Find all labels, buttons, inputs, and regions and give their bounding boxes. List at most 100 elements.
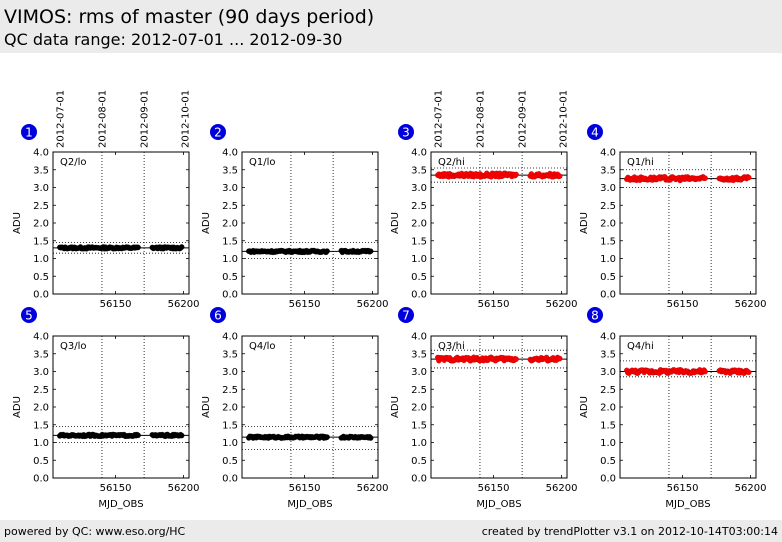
page-footer: powered by QC: www.eso.org/HC created by… <box>0 520 782 542</box>
panel-number-badge <box>210 124 226 140</box>
y-tick-label: 2.0 <box>33 219 49 230</box>
y-axis-label: ADU <box>12 212 23 234</box>
date-tick-label: 2012-09-01 <box>518 90 529 148</box>
x-tick-label: 56200 <box>357 483 389 494</box>
y-axis-label: ADU <box>201 396 212 418</box>
x-tick-label: 56150 <box>667 483 699 494</box>
plot-panel-4: 0.0 0.5 1.0 1.5 2.0 2.5 3.0 3.5 4.0 56150 56200 ADU… <box>579 124 766 310</box>
x-tick-label: 56200 <box>546 299 578 310</box>
data-point <box>556 173 563 179</box>
x-tick-label: 56150 <box>478 299 510 310</box>
data-point <box>367 248 374 254</box>
y-tick-label: 4.0 <box>411 148 427 159</box>
date-tick-label: 2012-10-01 <box>558 90 569 148</box>
panel-number-badge <box>21 124 37 140</box>
y-tick-label: 4.0 <box>600 332 616 343</box>
x-tick-label: 56200 <box>168 299 200 310</box>
x-tick-label: 56150 <box>289 299 321 310</box>
data-point <box>135 244 141 251</box>
y-tick-label: 0.5 <box>411 456 427 467</box>
qc-data-range: QC data range: 2012-07-01 ... 2012-09-30 <box>4 30 343 49</box>
x-axis-label: MJD_OBS <box>98 499 143 510</box>
data-point <box>513 356 519 362</box>
y-tick-label: 1.5 <box>222 236 238 247</box>
panel-number-badge <box>21 307 37 323</box>
y-tick-label: 0.5 <box>222 456 238 467</box>
data-point <box>556 355 563 362</box>
y-tick-label: 2.0 <box>33 403 49 414</box>
panel-number: 8 <box>591 309 599 323</box>
y-tick-label: 3.5 <box>600 349 616 360</box>
y-tick-label: 2.0 <box>411 403 427 414</box>
y-tick-label: 0.0 <box>600 290 616 301</box>
y-axis-label: ADU <box>390 212 401 234</box>
x-tick-label: 56200 <box>735 483 767 494</box>
y-tick-label: 3.0 <box>33 183 49 194</box>
y-tick-label: 1.0 <box>33 438 49 449</box>
x-tick-label: 56150 <box>100 299 132 310</box>
data-point <box>324 248 330 254</box>
y-tick-label: 1.0 <box>33 254 49 265</box>
page-header: VIMOS: rms of master (90 days period) QC… <box>0 0 782 53</box>
y-tick-label: 1.0 <box>600 438 616 449</box>
date-tick-label: 2012-07-01 <box>55 90 66 148</box>
y-axis-label: ADU <box>579 212 590 234</box>
x-tick-label: 56150 <box>478 483 510 494</box>
plot-frame <box>241 335 379 479</box>
y-tick-label: 3.0 <box>222 183 238 194</box>
y-axis-label: ADU <box>12 396 23 418</box>
x-tick-label: 56200 <box>168 483 200 494</box>
data-point <box>702 175 708 181</box>
y-tick-label: 3.5 <box>33 349 49 360</box>
y-tick-label: 3.0 <box>33 367 49 378</box>
y-tick-label: 1.0 <box>222 438 238 449</box>
plot-panel-6: 0.0 0.5 1.0 1.5 2.0 2.5 3.0 3.5 4.0 56150 56200 ADU… <box>201 307 388 510</box>
plot-frame <box>241 151 379 295</box>
y-tick-label: 1.5 <box>411 420 427 431</box>
y-tick-label: 2.0 <box>411 219 427 230</box>
panel-number-badge <box>587 124 603 140</box>
plot-frame <box>52 335 190 479</box>
date-tick-label: 2012-09-01 <box>140 90 151 148</box>
series-label: Q1/lo <box>249 157 276 168</box>
y-tick-label: 3.0 <box>411 183 427 194</box>
x-tick-label: 56150 <box>289 483 321 494</box>
y-tick-label: 4.0 <box>33 148 49 159</box>
series-label: Q2/hi <box>438 157 465 168</box>
y-tick-label: 3.5 <box>600 165 616 176</box>
y-tick-label: 0.0 <box>222 474 238 485</box>
data-point <box>135 432 141 439</box>
x-axis-label: MJD_OBS <box>287 499 332 510</box>
x-tick-label: 56200 <box>735 299 767 310</box>
y-tick-label: 2.0 <box>600 219 616 230</box>
data-point <box>178 432 185 439</box>
y-tick-label: 3.0 <box>411 367 427 378</box>
y-tick-label: 3.5 <box>411 349 427 360</box>
y-tick-label: 0.5 <box>33 456 49 467</box>
y-tick-label: 2.0 <box>222 219 238 230</box>
y-tick-label: 1.0 <box>411 254 427 265</box>
panel-number-badge <box>587 307 603 323</box>
x-axis-label: MJD_OBS <box>476 499 521 510</box>
y-tick-label: 0.0 <box>600 474 616 485</box>
series-label: Q1/hi <box>627 157 654 168</box>
data-point <box>367 435 374 441</box>
y-tick-label: 4.0 <box>222 332 238 343</box>
panel-number: 4 <box>591 126 599 140</box>
panel-number: 1 <box>25 126 33 140</box>
panel-number: 3 <box>402 126 410 140</box>
panel-number: 2 <box>214 126 222 140</box>
y-tick-label: 3.5 <box>33 165 49 176</box>
page-title: VIMOS: rms of master (90 days period) <box>4 6 375 28</box>
date-tick-label: 2012-08-01 <box>97 90 108 148</box>
y-tick-label: 4.0 <box>411 332 427 343</box>
y-tick-label: 1.0 <box>600 254 616 265</box>
y-axis-label: ADU <box>579 396 590 418</box>
y-tick-label: 1.5 <box>600 420 616 431</box>
panel-number: 5 <box>25 309 33 323</box>
y-tick-label: 2.5 <box>411 385 427 396</box>
date-tick-label: 2012-10-01 <box>180 90 191 148</box>
y-tick-label: 0.0 <box>33 474 49 485</box>
plot-frame <box>52 151 190 295</box>
x-tick-label: 56200 <box>357 299 389 310</box>
